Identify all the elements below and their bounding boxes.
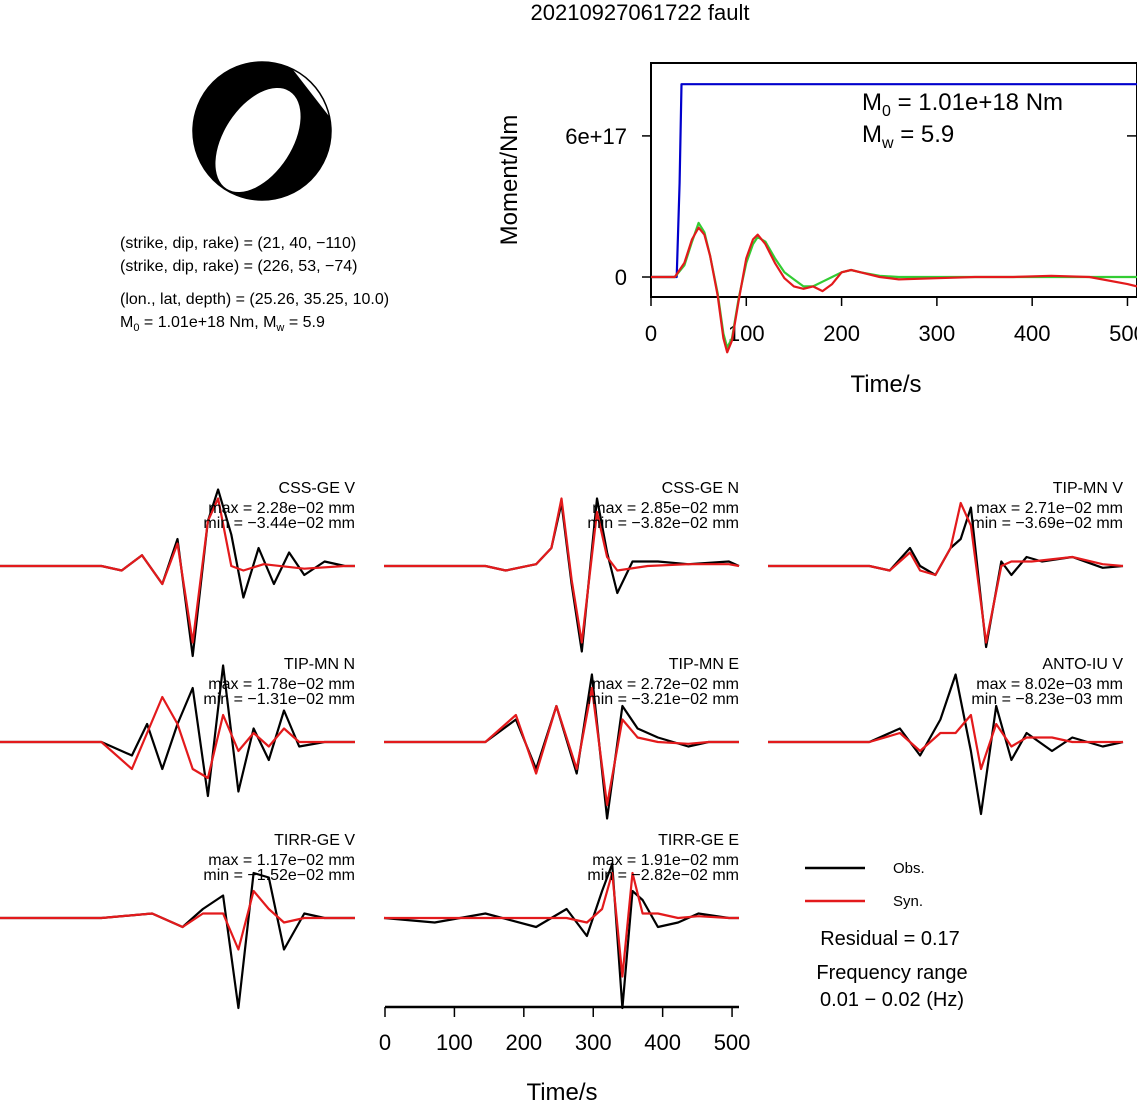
waveform-xtick-label: 400 [644, 1030, 681, 1055]
station-name: TIRR-GE E [658, 832, 739, 849]
observed-trace [0, 871, 355, 1010]
magnitude-annotation: Mw = 5.9 [862, 121, 954, 152]
station-name: TIRR-GE V [274, 832, 355, 849]
synthetic-trace [768, 713, 1123, 771]
moment-rate-red-line [651, 226, 1137, 354]
station-name: TIP-MN N [284, 656, 355, 673]
synthetic-trace [384, 871, 739, 978]
station-min: min = −1.31e−02 mm [203, 691, 355, 708]
synthetic-trace [384, 686, 739, 807]
waveform-xtick-label: 0 [379, 1030, 391, 1055]
station-name: TIP-MN E [669, 656, 739, 673]
beachball-icon [192, 61, 332, 201]
moment-xtick-label: 500 [1109, 321, 1137, 346]
station-name: CSS-GE V [279, 480, 356, 497]
station-name: CSS-GE N [662, 480, 739, 497]
synthetic-trace [0, 889, 355, 951]
mechanism-moment: M0 = 1.01e+18 Nm, Mw = 5.9 [120, 314, 325, 334]
mechanism-plane2: (strike, dip, rake) = (226, 53, −74) [120, 258, 357, 275]
station-max: max = 8.02e−03 mm [976, 676, 1123, 693]
residual-label: Residual = 0.17 [820, 928, 960, 950]
synthetic-trace [0, 497, 355, 644]
moment-plot: 010020030040050006e+17 M0 = 1.01e+18 Nm … [496, 62, 1137, 398]
station-min: min = −3.21e−02 mm [587, 691, 739, 708]
station-max: max = 1.17e−02 mm [208, 852, 355, 869]
legend-syn-label: Syn. [893, 893, 923, 910]
waveform-xtick-label: 200 [505, 1030, 542, 1055]
moment-ytick-label: 0 [615, 265, 627, 290]
synthetic-trace [768, 501, 1124, 644]
moment-annotation: M0 = 1.01e+18 Nm [862, 89, 1063, 120]
station-min: min = −3.44e−02 mm [203, 515, 355, 532]
synthetic-trace [384, 497, 740, 644]
station-max: max = 2.28e−02 mm [208, 500, 355, 517]
moment-rate-green-line [651, 221, 1137, 349]
waveform-xtick-label: 100 [436, 1030, 473, 1055]
observed-trace [768, 673, 1124, 816]
figure-title: 20210927061722 fault [531, 0, 750, 25]
waveform-xlabel: Time/s [526, 1079, 597, 1104]
station-name: ANTO-IU V [1042, 656, 1123, 673]
observed-trace [0, 664, 355, 798]
mechanism-location: (lon., lat, depth) = (25.26, 35.25, 10.0… [120, 291, 389, 308]
frequency-range-value: 0.01 − 0.02 (Hz) [820, 989, 964, 1011]
station-min: min = −1.52e−02 mm [203, 867, 355, 884]
station-min: min = −8.23e−03 mm [971, 691, 1123, 708]
moment-xtick-label: 400 [1014, 321, 1051, 346]
waveform-xtick-label: 300 [575, 1030, 612, 1055]
moment-xlabel: Time/s [850, 371, 921, 398]
moment-ytick-label: 6e+17 [565, 124, 627, 149]
station-max: max = 2.85e−02 mm [592, 500, 739, 517]
moment-xtick-label: 300 [919, 321, 956, 346]
moment-plot-frame [650, 62, 1137, 298]
synthetic-trace [0, 695, 355, 780]
moment-xtick-label: 200 [823, 321, 860, 346]
station-max: max = 1.91e−02 mm [592, 852, 739, 869]
observed-trace [383, 862, 739, 1010]
frequency-range-label: Frequency range [816, 962, 967, 984]
station-name: TIP-MN V [1053, 480, 1124, 497]
waveform-xtick-label: 500 [714, 1030, 751, 1055]
station-max: max = 2.71e−02 mm [976, 500, 1123, 517]
station-max: max = 1.78e−02 mm [208, 676, 355, 693]
waveform-time-axis: 0 100 200 300 400 500 [379, 1005, 751, 1055]
legend-obs-label: Obs. [893, 860, 925, 877]
station-min: min = −3.69e−02 mm [971, 515, 1123, 532]
legend: Obs. Syn. [805, 860, 925, 910]
moment-ylabel: Moment/Nm [496, 115, 523, 246]
station-max: max = 2.72e−02 mm [592, 676, 739, 693]
station-min: min = −2.82e−02 mm [587, 867, 739, 884]
station-min: min = −3.82e−02 mm [587, 515, 739, 532]
moment-xtick-label: 0 [645, 321, 657, 346]
mechanism-plane1: (strike, dip, rake) = (21, 40, −110) [120, 235, 356, 252]
